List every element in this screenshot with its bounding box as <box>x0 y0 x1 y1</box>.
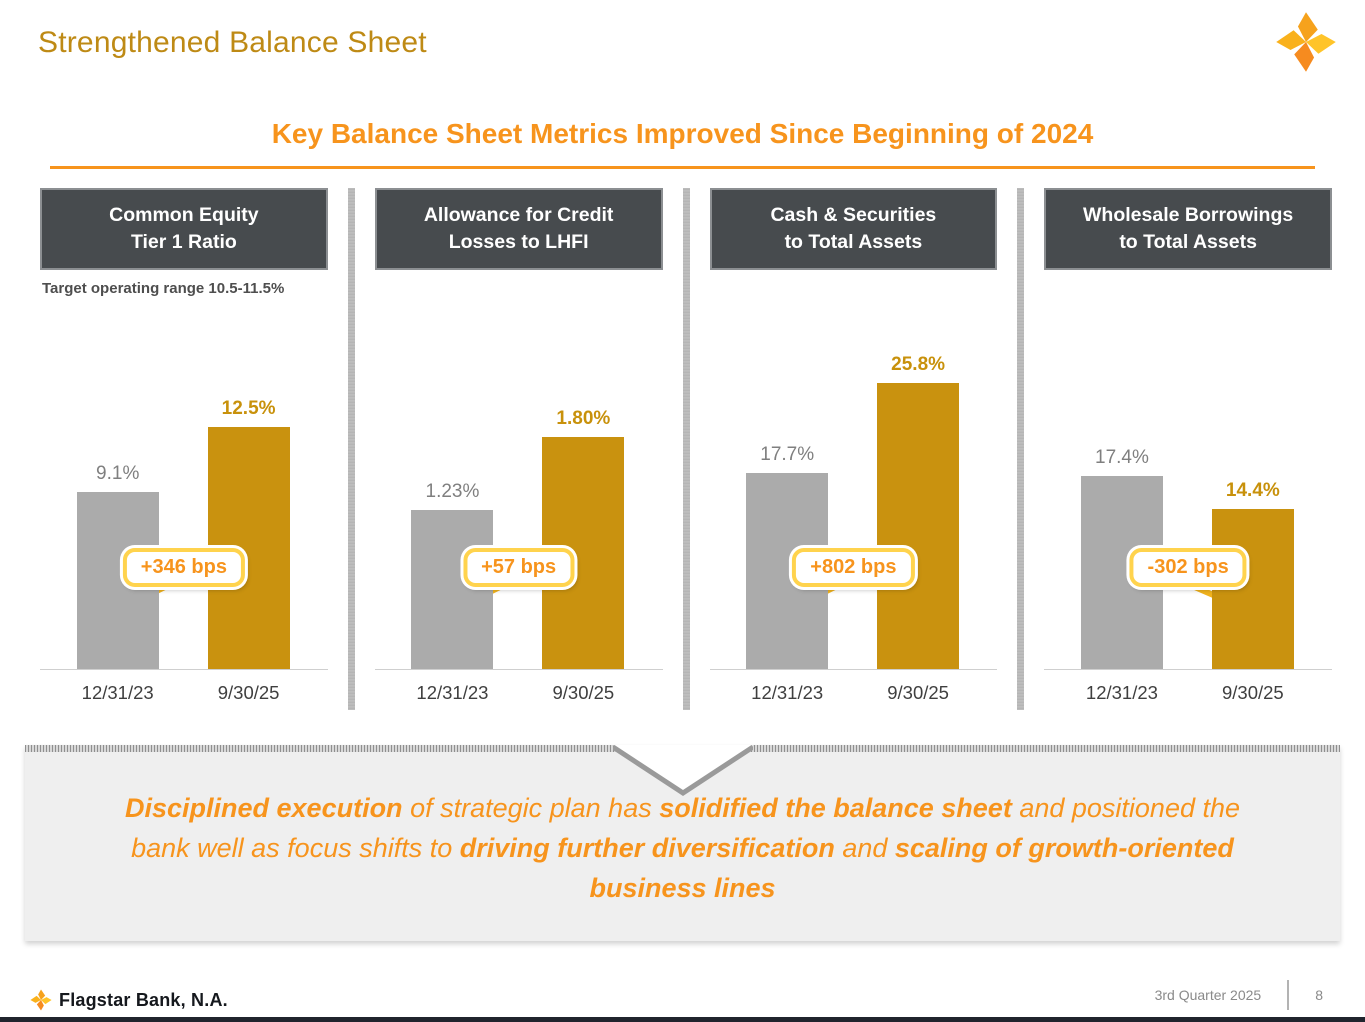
summary-text: Disciplined execution of strategic plan … <box>124 793 1241 903</box>
target-range-note: Target operating range 10.5-11.5% <box>42 280 285 297</box>
panel-divider <box>1017 188 1025 710</box>
x-tick-label: 12/31/23 <box>1085 682 1158 703</box>
subtitle-underline: Key Balance Sheet Metrics Improved Since… <box>50 118 1315 169</box>
chart-title-cash: Cash & Securities to Total Assets <box>709 188 998 270</box>
delta-badge: +802 bps <box>792 548 915 587</box>
x-axis-labels: 12/31/23 9/30/25 <box>710 676 998 710</box>
x-tick-label: 9/30/25 <box>1221 682 1284 703</box>
slide-bottom-bar <box>0 1017 1365 1022</box>
bar-value-label: 1.80% <box>556 408 611 429</box>
chart-plot: 9.1% 12.5% +346 bps <box>40 298 328 670</box>
callout-notch-icon <box>612 745 753 796</box>
x-tick-label: 12/31/23 <box>416 682 489 703</box>
chart-panel-acl-lhfi: Allowance for Credit Losses to LHFI 1.23… <box>374 188 663 710</box>
chart-panel-cash-securities: Cash & Securities to Total Assets 17.7% … <box>709 188 998 710</box>
chart-title-line: Tier 1 Ratio <box>130 231 237 253</box>
x-axis-labels: 12/31/23 9/30/25 <box>1044 676 1332 710</box>
x-tick-label: 12/31/23 <box>81 682 154 703</box>
delta-badge: +346 bps <box>122 548 245 587</box>
chart-title-line: Cash & Securities <box>770 203 937 226</box>
bar-column: 1.80% <box>542 408 625 669</box>
footer-divider <box>1287 980 1290 1010</box>
bar-9-30-25 <box>1211 509 1294 669</box>
bar-value-label: 1.23% <box>425 481 480 502</box>
bar-value-label: 12.5% <box>221 398 276 419</box>
x-tick-label: 9/30/25 <box>217 682 280 703</box>
chart-title-line: Common Equity <box>109 203 259 226</box>
chart-title-acl: Allowance for Credit Losses to LHFI <box>374 188 663 270</box>
delta-badge: +57 bps <box>463 548 575 587</box>
x-axis-labels: 12/31/23 9/30/25 <box>40 676 328 710</box>
page-number: 8 <box>1315 987 1323 1003</box>
chart-title-line: Losses to LHFI <box>448 231 589 253</box>
page-title: Strengthened Balance Sheet <box>38 26 427 59</box>
x-tick-label: 9/30/25 <box>552 682 615 703</box>
bar-value-label: 14.4% <box>1225 480 1280 501</box>
bar-9-30-25 <box>877 383 960 669</box>
panel-divider <box>682 188 690 710</box>
chart-title-line: Allowance for Credit <box>423 203 614 226</box>
footer-meta: 3rd Quarter 2025 8 <box>1155 980 1323 1010</box>
panel-divider <box>347 188 355 710</box>
delta-badge: -302 bps <box>1129 548 1247 587</box>
footer-brand: Flagstar Bank, N.A. <box>30 988 228 1012</box>
chart-panel-cet1-ratio: Common Equity Tier 1 Ratio Target operat… <box>40 188 328 710</box>
x-tick-label: 12/31/23 <box>751 682 824 703</box>
x-tick-label: 9/30/25 <box>887 682 949 703</box>
bar-12-31-23 <box>411 510 494 669</box>
charts-row: Common Equity Tier 1 Ratio Target operat… <box>40 188 1332 710</box>
bar-value-label: 17.4% <box>1095 447 1149 468</box>
chart-plot: 17.7% 25.8% +802 bps <box>709 298 998 670</box>
brand-name: Flagstar Bank, N.A. <box>59 989 228 1010</box>
chart-title-cet1: Common Equity Tier 1 Ratio <box>40 188 328 270</box>
flagstar-star-logo-icon <box>1276 12 1336 72</box>
flagstar-star-logo-icon <box>30 989 52 1011</box>
bar-value-label: 9.1% <box>96 463 140 484</box>
chart-plot: 1.23% 1.80% +57 bps <box>374 298 663 670</box>
chart-plot: 17.4% 14.4% -302 bps <box>1044 298 1332 670</box>
bar-column: 14.4% <box>1211 480 1294 669</box>
bar-column: 12.5% <box>207 398 290 669</box>
slide-subtitle: Key Balance Sheet Metrics Improved Since… <box>271 118 1094 149</box>
bar-column: 1.23% <box>411 481 494 669</box>
bar-value-label: 17.7% <box>760 444 815 465</box>
bar-column: 25.8% <box>877 354 960 669</box>
quarter-label: 3rd Quarter 2025 <box>1154 987 1262 1003</box>
chart-panel-wholesale-borrowings: Wholesale Borrowings to Total Assets 17.… <box>1044 188 1332 710</box>
chart-title-line: Wholesale Borrowings <box>1083 203 1294 226</box>
chart-title-line: to Total Assets <box>1119 231 1257 253</box>
x-axis-labels: 12/31/23 9/30/25 <box>375 676 663 710</box>
chart-title-wholesale: Wholesale Borrowings to Total Assets <box>1044 188 1332 270</box>
summary-callout-box: Disciplined execution of strategic plan … <box>25 745 1340 941</box>
chart-title-line: to Total Assets <box>784 231 923 253</box>
bar-value-label: 25.8% <box>891 354 946 375</box>
